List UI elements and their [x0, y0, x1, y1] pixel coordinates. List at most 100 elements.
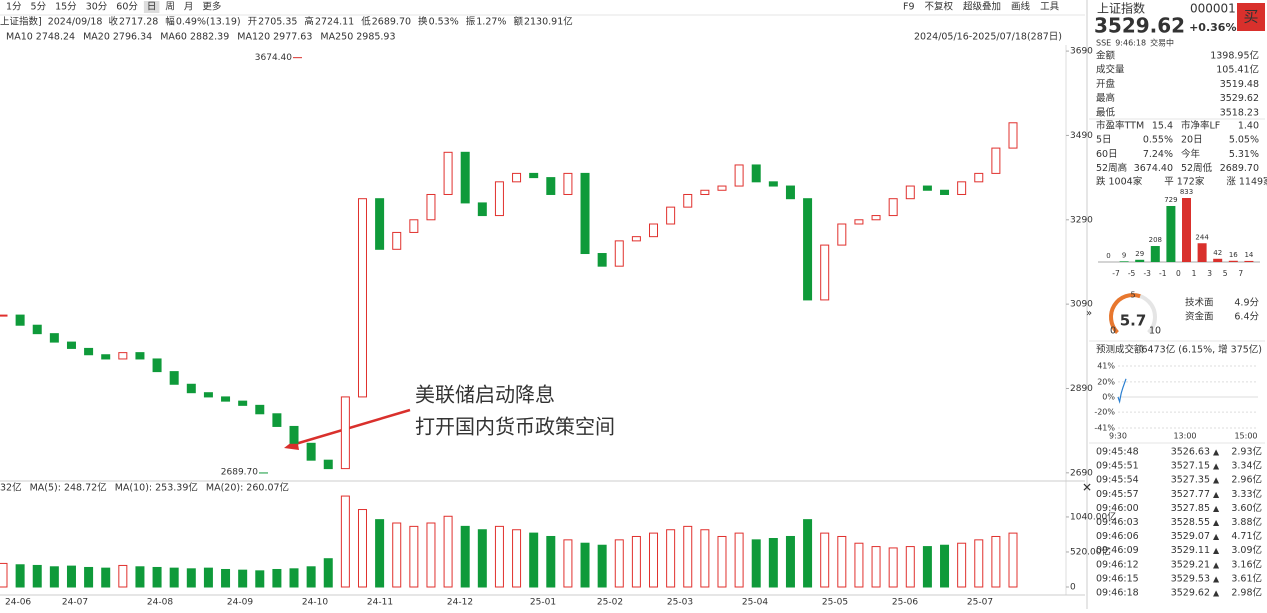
candle [597, 253, 607, 267]
period-tab[interactable]: 15分 [55, 2, 77, 13]
period-tab[interactable]: 周 [165, 2, 175, 13]
pair-label: 20日 [1181, 135, 1203, 146]
volume-bar [494, 525, 504, 588]
close-icon[interactable]: ✕ [1082, 481, 1092, 495]
period-tab[interactable]: 60分 [116, 2, 138, 13]
ma-name: MA250 [320, 32, 353, 43]
collapse-icon[interactable]: » [1086, 308, 1092, 319]
period-tab[interactable]: 更多 [202, 1, 221, 13]
intraday-tick-label: -41% [1094, 424, 1115, 433]
candle [631, 236, 641, 242]
score-label: 资金面 [1185, 311, 1214, 323]
info-label: 开 [248, 17, 258, 28]
quote-price: 3529.62 [1094, 14, 1185, 38]
x-tick-label: 24-12 [447, 598, 473, 608]
candle [888, 198, 898, 217]
candle [580, 172, 590, 255]
up-arrow: ▲ [1213, 560, 1220, 569]
distribution-value: 29 [1135, 250, 1144, 258]
ma-name: MA120 [237, 32, 270, 43]
volume-legend: MA(5): 248.72亿 [30, 482, 107, 494]
x-tick-label: 25-02 [597, 598, 623, 608]
candle [306, 442, 316, 461]
volume-bar [66, 565, 76, 588]
period-tab[interactable]: 5分 [31, 2, 47, 13]
volume-bar [101, 567, 111, 588]
tool-button[interactable]: 超级叠加 [963, 1, 1001, 13]
period-tab[interactable]: 1分 [6, 2, 22, 13]
distribution-value: 208 [1149, 236, 1162, 244]
tick-price: 3527.85 [1171, 503, 1210, 514]
pair-label: 今年 [1181, 148, 1201, 160]
distribution-value: 9 [1122, 251, 1126, 259]
candle [837, 223, 847, 246]
tool-button[interactable]: F9 [903, 2, 915, 13]
volume-bar [426, 522, 436, 588]
candle [957, 181, 967, 195]
up-arrow: ▲ [1213, 462, 1220, 471]
distribution-label: 1 [1192, 269, 1197, 278]
volume-bar [546, 535, 556, 588]
tool-button[interactable]: 工具 [1040, 2, 1060, 13]
row-label: 金额 [1096, 50, 1116, 62]
distribution-value: 729 [1164, 196, 1177, 204]
tick-price: 3527.35 [1171, 475, 1210, 486]
y-tick-label: 2690 [1070, 468, 1093, 478]
up-arrow: ▲ [1213, 490, 1220, 499]
volume-bar [563, 539, 573, 588]
tick-amount: 2.98亿 [1231, 587, 1262, 599]
tool-button[interactable]: 不复权 [925, 1, 954, 13]
candle [169, 371, 179, 385]
breadth-value: 172家 [1177, 176, 1205, 188]
volume-bar [905, 546, 915, 588]
tick-price: 3527.77 [1171, 489, 1210, 500]
tick-price: 3527.15 [1171, 461, 1210, 472]
ma-value: 2748.24 [36, 32, 75, 43]
candle [289, 425, 299, 444]
score-label: 技术面 [1185, 297, 1214, 309]
x-tick-label: 24-08 [147, 598, 173, 608]
candle [118, 352, 128, 360]
volume-bar [169, 567, 179, 588]
candle [66, 341, 76, 349]
volume-bar [837, 535, 847, 588]
distribution-label: 7 [1238, 269, 1243, 278]
volume-bar [32, 564, 42, 588]
info-label: 低 [361, 16, 371, 28]
tool-button[interactable]: 画线 [1011, 1, 1031, 13]
candle [700, 189, 710, 195]
volume-bar [255, 570, 265, 588]
candle [854, 219, 864, 225]
x-tick-label: 24-10 [302, 598, 328, 608]
volume-bar [957, 542, 967, 588]
candle [255, 404, 265, 415]
period-tab[interactable]: 月 [184, 2, 194, 13]
candle [494, 181, 504, 217]
volume-tick-label: 0 [1070, 583, 1076, 593]
up-arrow: ▲ [1213, 574, 1220, 583]
period-tab[interactable]: 30分 [86, 2, 108, 13]
pair-label: 市净率LF [1181, 120, 1220, 132]
volume-bar [152, 566, 162, 588]
volume-bar [460, 525, 470, 588]
volume-legend: MA(10): 253.39亿 [115, 482, 198, 494]
volume-bar [443, 515, 453, 588]
volume-bar [529, 532, 539, 588]
distribution-bar [1182, 198, 1191, 262]
tick-amount: 3.34亿 [1231, 460, 1262, 472]
buy-button[interactable] [1237, 3, 1265, 31]
pair-value: 7.24% [1143, 149, 1173, 160]
x-tick-label: 24-11 [367, 598, 393, 608]
tick-time: 09:45:51 [1096, 461, 1139, 472]
volume-bar [854, 542, 864, 588]
info-value: 0.53% [429, 17, 459, 28]
volume-bar [186, 568, 196, 588]
ma-name: MA10 [6, 32, 33, 43]
volume-bar [974, 539, 984, 588]
period-tab[interactable]: 日 [147, 2, 157, 13]
candle [614, 240, 624, 267]
volume-bar [375, 519, 385, 588]
distribution-label: 3 [1207, 269, 1212, 278]
volume-legend: MA(20): 260.07亿 [206, 482, 289, 494]
